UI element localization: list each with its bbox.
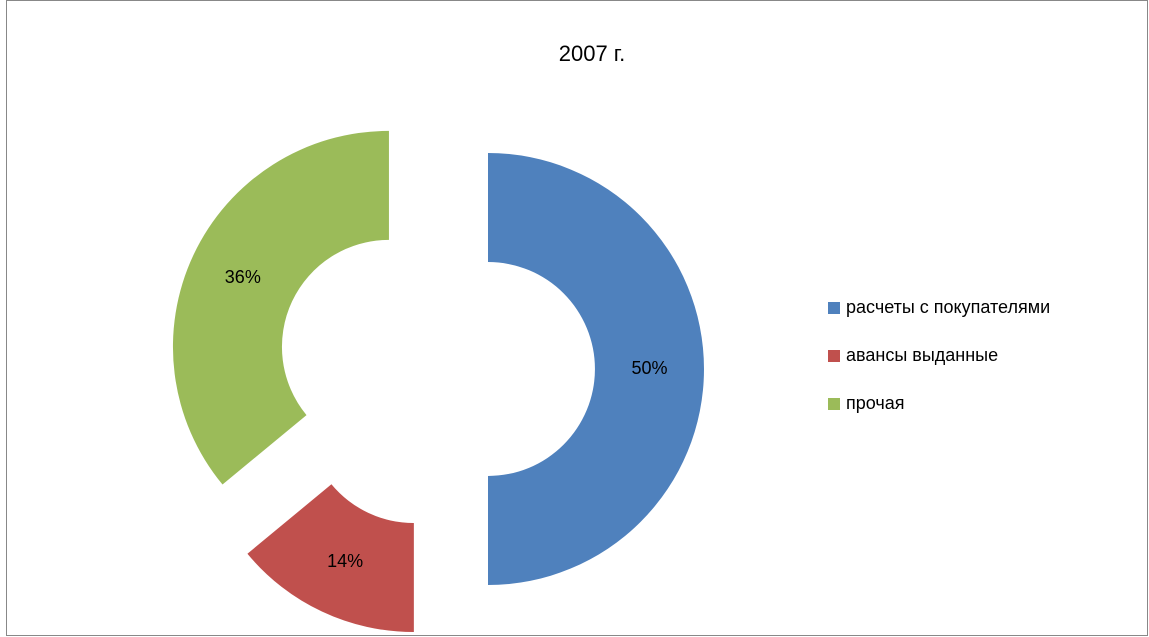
donut-segment bbox=[488, 153, 704, 585]
legend-label: прочая bbox=[846, 393, 905, 413]
donut-segment bbox=[247, 484, 414, 633]
legend-swatch bbox=[828, 398, 840, 410]
legend-swatch bbox=[828, 350, 840, 362]
data-label: 36% bbox=[225, 267, 261, 287]
data-label: 50% bbox=[631, 358, 667, 378]
donut-segment bbox=[172, 130, 389, 485]
legend-label: авансы выданные bbox=[846, 345, 998, 365]
legend-swatch bbox=[828, 302, 840, 314]
chart-title: 2007 г. bbox=[559, 41, 626, 66]
legend-label: расчеты с покупателями bbox=[846, 297, 1050, 317]
data-label: 14% bbox=[327, 551, 363, 571]
